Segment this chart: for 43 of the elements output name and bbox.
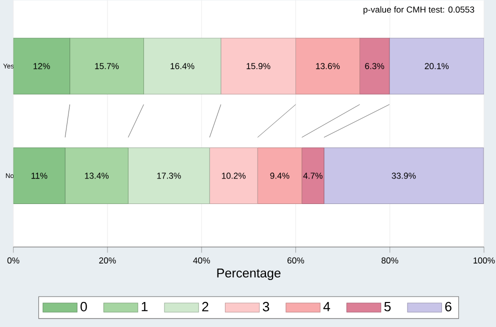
x-tick-label: 20% bbox=[99, 257, 116, 264]
x-tick-label: 80% bbox=[382, 257, 398, 264]
bar bbox=[128, 147, 210, 204]
bar bbox=[209, 147, 258, 204]
legend-label: 4 bbox=[323, 302, 330, 312]
data-label: 11% bbox=[32, 172, 48, 179]
data-label: 15.9% bbox=[246, 63, 270, 70]
x-axis-title: Percentage bbox=[217, 268, 280, 280]
data-label: 20.1% bbox=[424, 63, 449, 70]
bar bbox=[220, 38, 296, 94]
bar bbox=[389, 38, 484, 94]
data-label: 6.3% bbox=[365, 63, 384, 70]
bar bbox=[324, 147, 484, 204]
legend-label: 0 bbox=[80, 302, 87, 312]
bar bbox=[295, 38, 360, 94]
data-label: 12% bbox=[34, 63, 50, 70]
data-label: 9.4% bbox=[270, 172, 290, 179]
data-label: 16.4% bbox=[170, 63, 194, 70]
data-label: 17.3% bbox=[157, 172, 181, 179]
data-label: 13.6% bbox=[316, 63, 340, 70]
x-tick-label: 60% bbox=[288, 257, 304, 264]
bar bbox=[143, 38, 222, 94]
data-label: 10.2% bbox=[222, 172, 246, 179]
bar bbox=[64, 147, 128, 204]
bar bbox=[13, 147, 66, 204]
legend-label: 2 bbox=[202, 302, 208, 312]
data-label: 4.7% bbox=[303, 172, 322, 179]
legend-label: 5 bbox=[384, 302, 391, 312]
x-tick-label: 100% bbox=[474, 257, 495, 264]
legend-label: 6 bbox=[445, 302, 452, 312]
bar bbox=[257, 147, 302, 204]
annotation: p-value for CMH test: 0.0553 bbox=[364, 6, 474, 14]
bar bbox=[70, 38, 144, 94]
data-label: 15.7% bbox=[95, 63, 119, 70]
data-label: 13.4% bbox=[85, 172, 109, 179]
x-tick-label: 0% bbox=[7, 257, 20, 264]
legend-label: 3 bbox=[262, 302, 270, 312]
bar bbox=[302, 147, 324, 204]
bar bbox=[359, 38, 390, 94]
data-label: 33.9% bbox=[392, 172, 416, 179]
legend-label: 1 bbox=[142, 302, 148, 312]
x-tick-label: 40% bbox=[193, 257, 210, 264]
bar bbox=[13, 38, 70, 94]
